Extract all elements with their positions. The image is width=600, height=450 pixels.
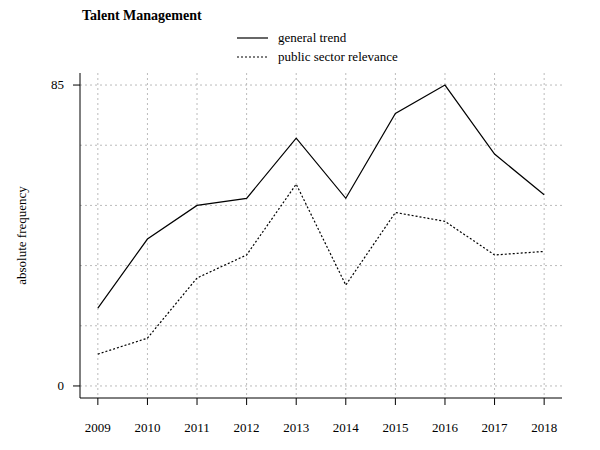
x-grid-line [197,73,198,398]
x-tick [345,398,346,405]
y-grid-line [80,145,562,146]
y-axis [80,73,81,398]
y-tick-label: 0 [58,378,65,393]
x-tick [494,398,495,405]
title: Talent Management [82,8,202,23]
x-tick [147,398,148,405]
y-grid-line [80,265,562,266]
y-tick-label: 85 [51,77,64,92]
x-grid-line [444,73,445,398]
x-tick-label: 2014 [333,420,360,435]
x-tick-label: 2009 [85,420,111,435]
y-grid-line [80,385,562,386]
x-grid-line [246,73,247,398]
x-grid-line [147,73,148,398]
x-grid-line [544,73,545,398]
x-tick-label: 2016 [432,420,459,435]
x-tick [544,398,545,405]
legend-swatch [237,56,268,57]
x-tick-label: 2010 [134,420,160,435]
x-tick-label: 2011 [184,420,210,435]
background [0,0,600,450]
x-grid-line [395,73,396,398]
x-tick [246,398,247,405]
y-grid-line [80,205,562,206]
y-axis-label: absolute frequency [14,186,29,285]
x-grid-line [97,73,98,398]
series-line [98,184,544,354]
grid [80,73,562,398]
x-tick [296,398,297,405]
legend-label: general trend [278,30,347,45]
legend-swatch [237,37,268,38]
chart: Talent Management absolute frequency 0 85 20… [0,0,600,450]
series-line [98,85,544,308]
x-tick [395,398,396,405]
x-grid-line [345,73,346,398]
y-grid-line [80,325,562,326]
x-tick [444,398,445,405]
x-tick [197,398,198,405]
legend: general trend public sector relevance [237,30,398,64]
x-grid-line [296,73,297,398]
plot-area [98,85,544,354]
x-axis [80,398,562,399]
legend-label: public sector relevance [278,49,398,64]
x-tick-label: 2013 [283,420,309,435]
x-tick-label: 2015 [382,420,408,435]
x-tick [97,398,98,405]
x-tick-label: 2017 [482,420,509,435]
x-grid-line [494,73,495,398]
x-tick-label: 2018 [531,420,557,435]
x-tick-label: 2012 [234,420,260,435]
y-tick [73,385,80,386]
y-grid-line [80,85,562,86]
y-tick [73,85,80,86]
